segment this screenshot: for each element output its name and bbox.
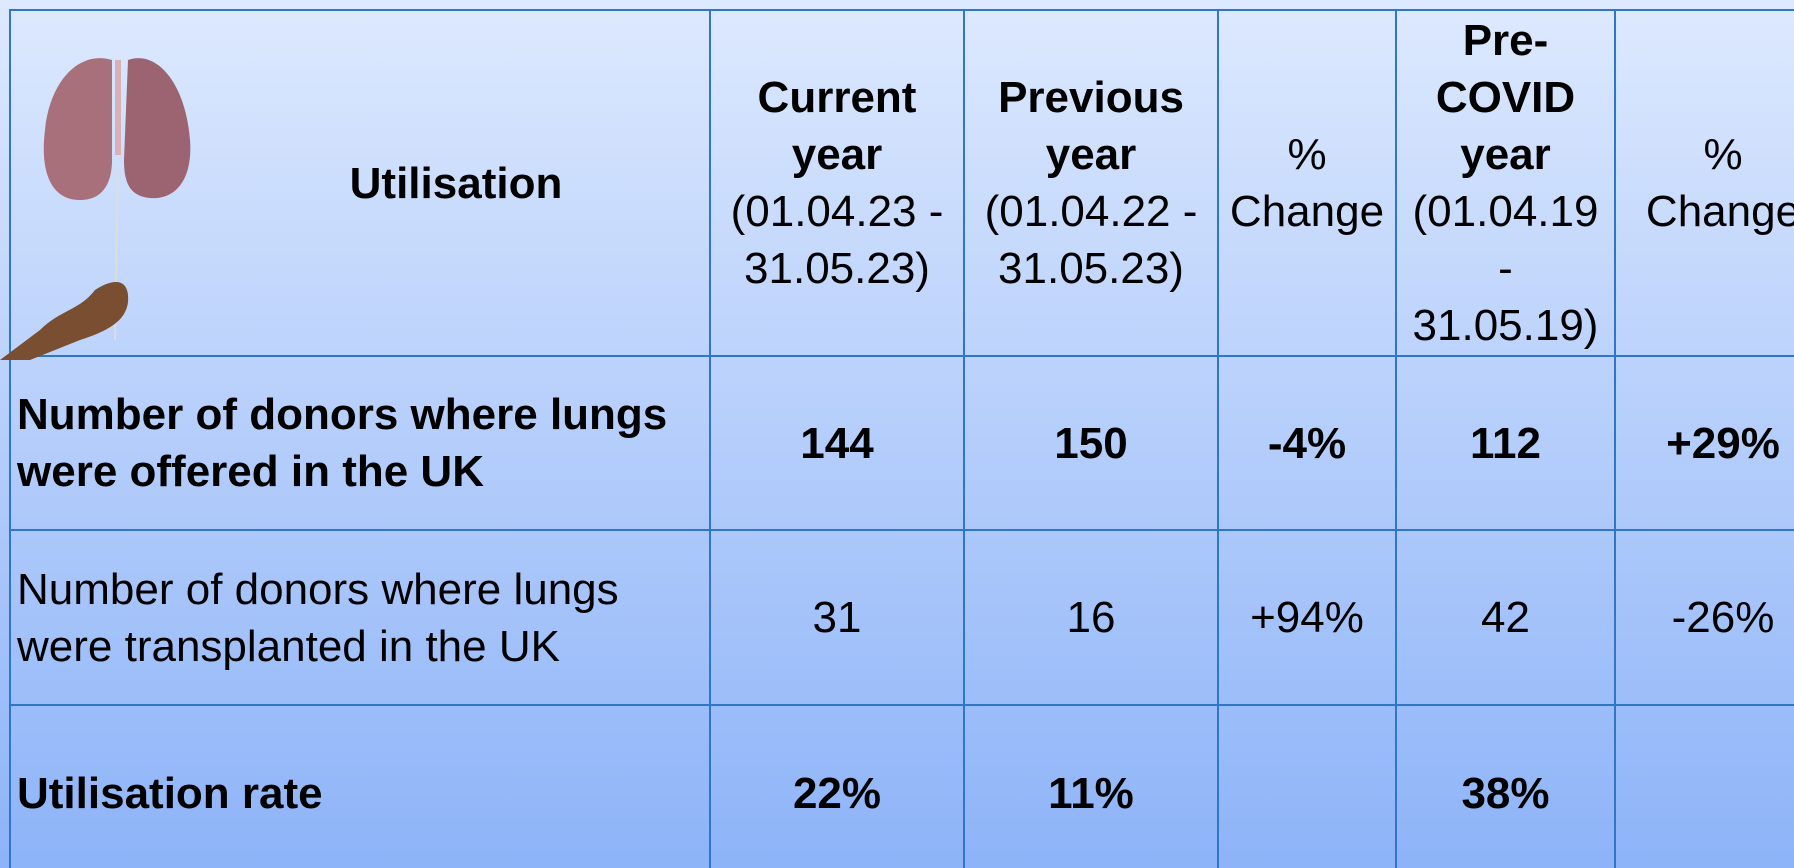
value-cell: 16 (963, 529, 1219, 706)
header-cell: % Change (1614, 9, 1794, 357)
header-text: Current year (01.04.23 - 31.05.23) (719, 69, 955, 297)
header-bold: Pre-COVID year (1435, 16, 1576, 179)
header-cell: % Change (1217, 9, 1397, 357)
row-label: Number of donors where lungs were offere… (9, 355, 711, 531)
header-text: Previous year (01.04.22 - 31.05.23) (973, 69, 1209, 297)
value-cell: +94% (1217, 529, 1397, 706)
value-text: +94% (1250, 593, 1364, 642)
value-cell: 11% (963, 704, 1219, 868)
value-text: 144 (800, 418, 874, 468)
value-cell: 31 (709, 529, 965, 706)
header-cell: Current year (01.04.23 - 31.05.23) (709, 9, 965, 357)
header-text: Pre-COVID year (01.04.19 - 31.05.19) (1405, 12, 1606, 354)
value-cell (1217, 704, 1397, 868)
row-label-text: Number of donors where lungs were transp… (17, 564, 619, 671)
value-text: -4% (1267, 418, 1347, 468)
header-cell: Previous year (01.04.22 - 31.05.23) (963, 9, 1219, 357)
value-cell: 42 (1395, 529, 1616, 706)
value-cell: 38% (1395, 704, 1616, 868)
row-label: Number of donors where lungs were transp… (9, 529, 711, 706)
value-text: -26% (1671, 593, 1775, 642)
value-text: 150 (1054, 418, 1128, 468)
header-normal: % Change (1229, 130, 1385, 236)
value-text: 16 (1066, 593, 1116, 642)
header-bold: Current year (757, 73, 917, 179)
header-normal: (01.04.19 - 31.05.19) (1412, 187, 1599, 350)
header-normal: (01.04.23 - 31.05.23) (730, 187, 944, 293)
value-text: 11% (1048, 768, 1134, 818)
header-text: Utilisation (350, 155, 563, 212)
value-cell (1614, 704, 1794, 868)
value-cell: -4% (1217, 355, 1397, 531)
header-bold: Previous year (998, 73, 1184, 179)
value-text: 112 (1470, 418, 1541, 468)
row-label-text: Utilisation rate (17, 768, 323, 818)
value-text: 22% (792, 768, 882, 818)
value-cell: 150 (963, 355, 1219, 531)
value-cell: 112 (1395, 355, 1616, 531)
row-label: Utilisation rate (9, 704, 711, 868)
lungs-balloon-icon (0, 58, 191, 360)
header-bold: Utilisation (349, 158, 563, 208)
header-cell: Pre-COVID year (01.04.19 - 31.05.19) (1395, 9, 1616, 357)
header-text: % Change (1227, 126, 1387, 240)
header-normal: % Change (1645, 130, 1794, 236)
value-text: 31 (812, 593, 862, 642)
value-cell: -26% (1614, 529, 1794, 706)
header-normal: (01.04.22 - 31.05.23) (984, 187, 1198, 293)
header-text: % Change (1624, 126, 1794, 240)
value-text: 38% (1461, 768, 1550, 818)
value-cell: 22% (709, 704, 965, 868)
value-text: +29% (1666, 418, 1780, 468)
row-label-text: Number of donors where lungs were offere… (17, 390, 668, 496)
value-cell: +29% (1614, 355, 1794, 531)
value-text: 42 (1481, 593, 1530, 642)
value-cell: 144 (709, 355, 965, 531)
